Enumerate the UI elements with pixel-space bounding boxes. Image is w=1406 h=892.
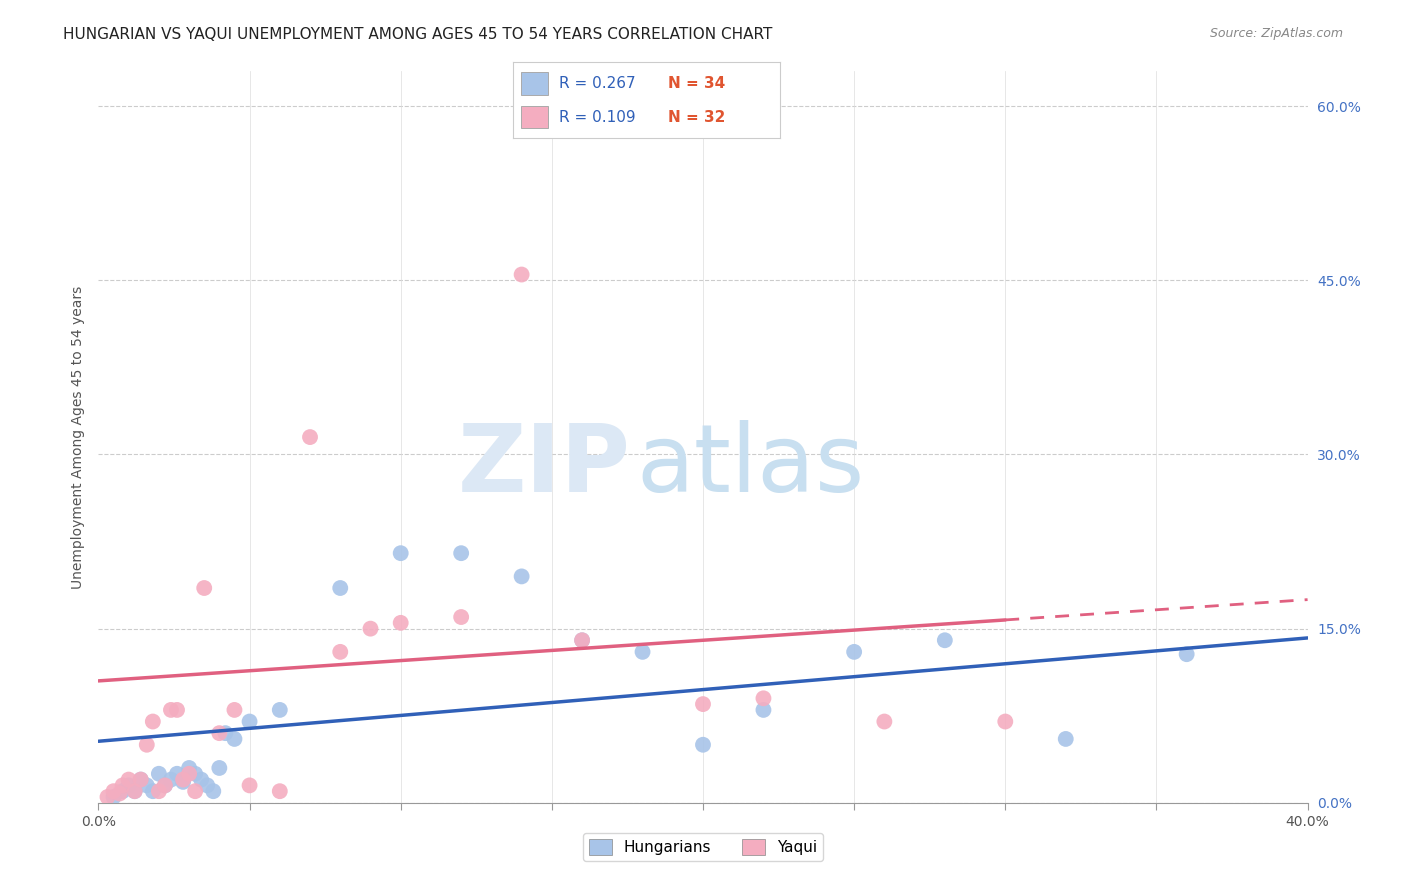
Point bbox=[129, 772, 152, 787]
Point bbox=[96, 789, 118, 804]
Y-axis label: Unemployment Among Ages 45 to 54 years: Unemployment Among Ages 45 to 54 years bbox=[70, 285, 84, 589]
Point bbox=[124, 784, 146, 798]
Point bbox=[208, 761, 231, 775]
Point bbox=[184, 784, 207, 798]
Point bbox=[450, 610, 472, 624]
Legend: Hungarians, Yaqui: Hungarians, Yaqui bbox=[582, 833, 824, 861]
FancyBboxPatch shape bbox=[522, 72, 548, 95]
Point bbox=[873, 714, 896, 729]
Point bbox=[166, 703, 188, 717]
Point bbox=[571, 633, 593, 648]
Point bbox=[224, 703, 246, 717]
Point bbox=[329, 645, 352, 659]
Point bbox=[571, 633, 593, 648]
Point bbox=[844, 645, 866, 659]
Point bbox=[108, 787, 131, 801]
Point bbox=[1175, 647, 1198, 661]
Point bbox=[103, 784, 125, 798]
Point bbox=[142, 714, 165, 729]
Point bbox=[172, 775, 194, 789]
Point bbox=[239, 778, 262, 792]
Text: HUNGARIAN VS YAQUI UNEMPLOYMENT AMONG AGES 45 TO 54 YEARS CORRELATION CHART: HUNGARIAN VS YAQUI UNEMPLOYMENT AMONG AG… bbox=[63, 27, 773, 42]
Point bbox=[450, 546, 472, 560]
Point bbox=[299, 430, 322, 444]
Point bbox=[202, 784, 225, 798]
Text: R = 0.267: R = 0.267 bbox=[558, 76, 636, 91]
Point bbox=[631, 645, 654, 659]
Point bbox=[160, 772, 183, 787]
Point bbox=[111, 784, 134, 798]
Point bbox=[752, 703, 775, 717]
Point bbox=[239, 714, 262, 729]
Point bbox=[389, 615, 412, 630]
Point bbox=[111, 778, 134, 792]
Text: atlas: atlas bbox=[637, 420, 865, 512]
Point bbox=[329, 581, 352, 595]
Point bbox=[124, 784, 146, 798]
Point bbox=[184, 766, 207, 780]
Point bbox=[752, 691, 775, 706]
Point bbox=[153, 778, 176, 792]
Text: N = 32: N = 32 bbox=[668, 110, 725, 125]
Point bbox=[179, 761, 201, 775]
Point bbox=[360, 622, 382, 636]
Point bbox=[160, 703, 183, 717]
Point bbox=[510, 268, 533, 282]
Text: R = 0.109: R = 0.109 bbox=[558, 110, 636, 125]
FancyBboxPatch shape bbox=[522, 105, 548, 128]
Text: ZIP: ZIP bbox=[457, 420, 630, 512]
Point bbox=[172, 772, 194, 787]
Point bbox=[692, 738, 714, 752]
Point bbox=[190, 772, 212, 787]
Text: N = 34: N = 34 bbox=[668, 76, 725, 91]
Point bbox=[135, 738, 157, 752]
Point bbox=[118, 772, 141, 787]
Point bbox=[269, 703, 291, 717]
Point bbox=[135, 778, 157, 792]
Point bbox=[269, 784, 291, 798]
Point bbox=[510, 569, 533, 583]
Point bbox=[148, 766, 170, 780]
Point bbox=[1054, 731, 1077, 746]
Point bbox=[214, 726, 236, 740]
Point bbox=[166, 766, 188, 780]
Point bbox=[692, 697, 714, 711]
Point bbox=[129, 772, 152, 787]
Point bbox=[934, 633, 956, 648]
Point bbox=[195, 778, 218, 792]
Point bbox=[142, 784, 165, 798]
Point bbox=[179, 766, 201, 780]
Point bbox=[148, 784, 170, 798]
Point bbox=[103, 789, 125, 804]
Point bbox=[389, 546, 412, 560]
Text: Source: ZipAtlas.com: Source: ZipAtlas.com bbox=[1209, 27, 1343, 40]
Point bbox=[118, 778, 141, 792]
Point bbox=[224, 731, 246, 746]
Point bbox=[994, 714, 1017, 729]
Point bbox=[153, 778, 176, 792]
Point bbox=[208, 726, 231, 740]
Point bbox=[193, 581, 215, 595]
